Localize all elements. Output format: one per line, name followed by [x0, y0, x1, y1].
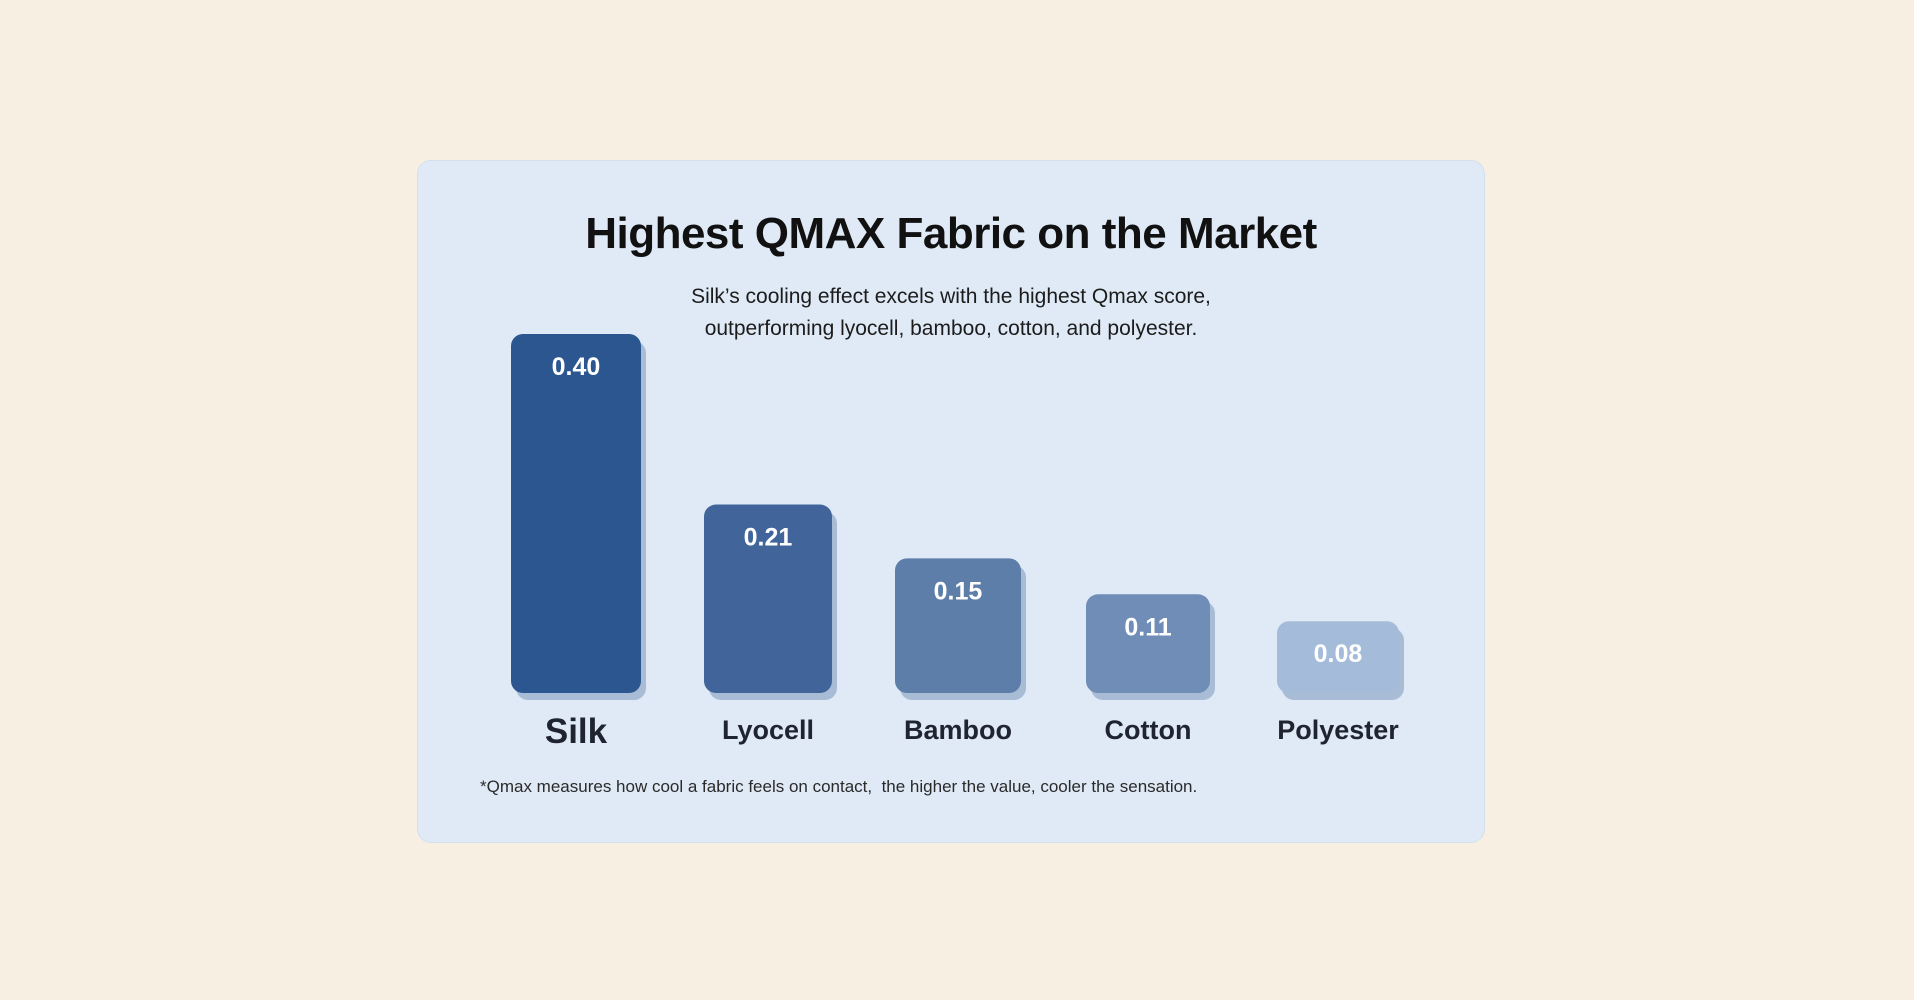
subtitle-line-2: outperforming lyocell, bamboo, cotton, a…: [704, 317, 1198, 340]
category-label-cotton: Cotton: [1105, 715, 1192, 745]
value-label-polyester: 0.08: [1314, 640, 1363, 668]
category-label-polyester: Polyester: [1277, 715, 1399, 745]
bar-polyester: [1277, 621, 1399, 693]
value-label-silk: 0.40: [552, 353, 601, 381]
value-label-lyocell: 0.21: [744, 524, 793, 552]
chart-subtitle: Silk’s cooling effect excels with the hi…: [418, 281, 1484, 345]
category-label-lyocell: Lyocell: [722, 715, 814, 745]
bar-lyocell: [704, 504, 832, 693]
bar-cotton: [1086, 594, 1210, 693]
chart-card: Highest QMAX Fabric on the Market Silk’s…: [417, 160, 1485, 843]
subtitle-line-1: Silk’s cooling effect excels with the hi…: [691, 285, 1211, 308]
category-label-silk: Silk: [545, 712, 608, 751]
bar-silk: [511, 334, 641, 693]
bar-chart: 0.40 Silk 0.21 Lyocell 0.15 Bamboo 0.11 Cotton 0…: [511, 334, 1404, 751]
bar-bamboo: [895, 558, 1021, 693]
value-label-cotton: 0.11: [1124, 613, 1171, 641]
chart-footnote: *Qmax measures how cool a fabric feels o…: [480, 777, 1198, 796]
category-label-bamboo: Bamboo: [904, 715, 1012, 745]
chart-title: Highest QMAX Fabric on the Market: [585, 209, 1317, 258]
value-label-bamboo: 0.15: [934, 577, 983, 605]
